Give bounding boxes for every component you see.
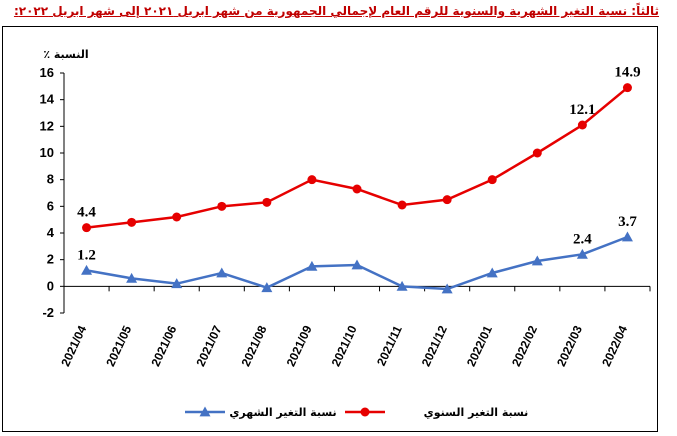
y-tick-label: -2 — [42, 305, 54, 320]
data-point — [397, 200, 407, 210]
data-point — [442, 195, 452, 205]
x-tick-label: 2022/02 — [509, 323, 540, 369]
data-point — [306, 260, 318, 271]
data-point — [81, 264, 93, 275]
legend-marker-annual — [360, 407, 370, 417]
legend: نسبة التغير السنوي نسبة التغير الشهري — [185, 406, 528, 419]
data-label: 4.4 — [77, 205, 96, 221]
x-tick-label: 2021/04 — [58, 323, 89, 369]
legend-label-annual: نسبة التغير السنوي — [424, 406, 529, 419]
data-point — [577, 120, 587, 130]
legend-marker-monthly — [199, 406, 211, 417]
data-point — [127, 217, 137, 227]
data-point — [576, 248, 588, 259]
x-tick-label: 2021/12 — [419, 323, 450, 369]
data-point — [216, 267, 228, 278]
chart-frame — [2, 26, 658, 432]
y-tick-label: 8 — [47, 172, 54, 187]
chart-title: ثالثاً: نسبة التغير الشهرية والسنوية للر… — [13, 4, 659, 18]
x-tick-label: 2021/10 — [329, 323, 360, 369]
x-tick-label: 2022/01 — [464, 323, 495, 369]
x-tick-label: 2022/04 — [599, 323, 630, 369]
data-point — [307, 175, 317, 185]
data-label: 12.1 — [569, 102, 595, 118]
data-point — [261, 282, 273, 293]
x-tick-label: 2021/09 — [284, 323, 315, 369]
data-point — [352, 184, 362, 194]
x-tick-label: 2021/07 — [193, 323, 224, 369]
y-axis-label: النسبة ٪ — [43, 48, 88, 61]
y-tick-label: 6 — [47, 198, 54, 213]
data-point — [532, 148, 542, 158]
data-label: 1.2 — [77, 247, 96, 263]
data-point — [531, 255, 543, 266]
series-line — [86, 86, 629, 229]
data-point — [487, 175, 497, 185]
y-tick-label: 10 — [40, 145, 54, 160]
x-tick-label: 2021/08 — [239, 323, 270, 369]
data-point — [351, 259, 363, 270]
data-point — [172, 212, 182, 222]
y-tick-label: 12 — [40, 118, 54, 133]
y-tick-label: 16 — [40, 65, 54, 80]
data-point — [262, 197, 272, 207]
x-tick-label: 2021/11 — [374, 323, 405, 368]
data-label: 2.4 — [573, 231, 592, 247]
x-tick-label: 2021/06 — [148, 323, 179, 369]
data-point — [486, 267, 498, 278]
data-point — [441, 283, 453, 294]
data-point — [622, 83, 632, 93]
axes: -2 0 2 4 6 8 10 12 14 16 2021/04 2021/05 2021/06 2021… — [40, 65, 651, 369]
data-label: 3.7 — [618, 214, 637, 230]
y-tick-label: 2 — [47, 252, 54, 267]
series-layer — [81, 83, 633, 294]
data-point — [82, 223, 92, 233]
y-tick-label: 0 — [47, 278, 54, 293]
data-point — [396, 280, 408, 291]
data-point — [621, 231, 633, 242]
data-labels: 4.4 12.1 14.9 1.2 2.4 3.7 — [77, 65, 640, 264]
data-point — [171, 278, 183, 289]
data-point — [217, 201, 227, 211]
y-tick-label: 4 — [47, 225, 55, 240]
data-label: 14.9 — [614, 65, 640, 81]
y-tick-label: 14 — [40, 92, 55, 107]
x-tick-label: 2021/05 — [103, 323, 134, 369]
data-point — [126, 272, 138, 283]
legend-label-monthly: نسبة التغير الشهري — [229, 406, 336, 419]
x-tick-label: 2022/03 — [554, 323, 585, 369]
